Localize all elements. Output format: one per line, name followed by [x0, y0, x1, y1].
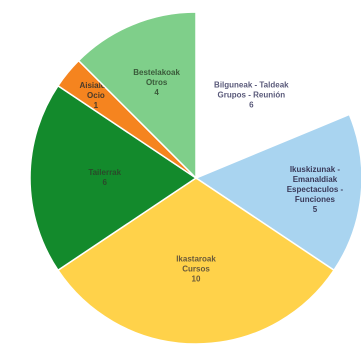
slice-label: Ikuskizunak - — [290, 165, 341, 174]
value-label: 4 — [154, 88, 159, 97]
slice-label: Ocio — [87, 91, 105, 100]
value-label: 5 — [313, 205, 318, 214]
slice-label: Cursos — [182, 264, 210, 273]
slice-label: Bestelakoak — [133, 68, 180, 77]
pie-slice — [195, 11, 351, 180]
value-label: 6 — [102, 178, 107, 187]
slice-label: Otros — [146, 78, 168, 87]
pie-slice — [56, 177, 336, 345]
slice-label: Bilguneak - Taldeak — [214, 80, 289, 89]
pie-slice — [194, 113, 361, 272]
value-label: 10 — [192, 274, 201, 283]
slice-label: Espectaculos - — [287, 185, 344, 194]
slice-label: Grupos - Reunión — [218, 90, 286, 99]
slice-label: Aisialdia — [79, 81, 112, 90]
slice-label: Ikastaroak — [176, 254, 216, 263]
slice-label: Tailerrak — [88, 168, 121, 177]
value-label: 6 — [249, 100, 254, 109]
pie-slice — [29, 84, 198, 272]
value-label: 1 — [94, 101, 99, 110]
pie-slice — [77, 11, 197, 180]
slice-label: Funciones — [295, 195, 336, 204]
slice-label: Emanaldiak — [293, 175, 338, 184]
